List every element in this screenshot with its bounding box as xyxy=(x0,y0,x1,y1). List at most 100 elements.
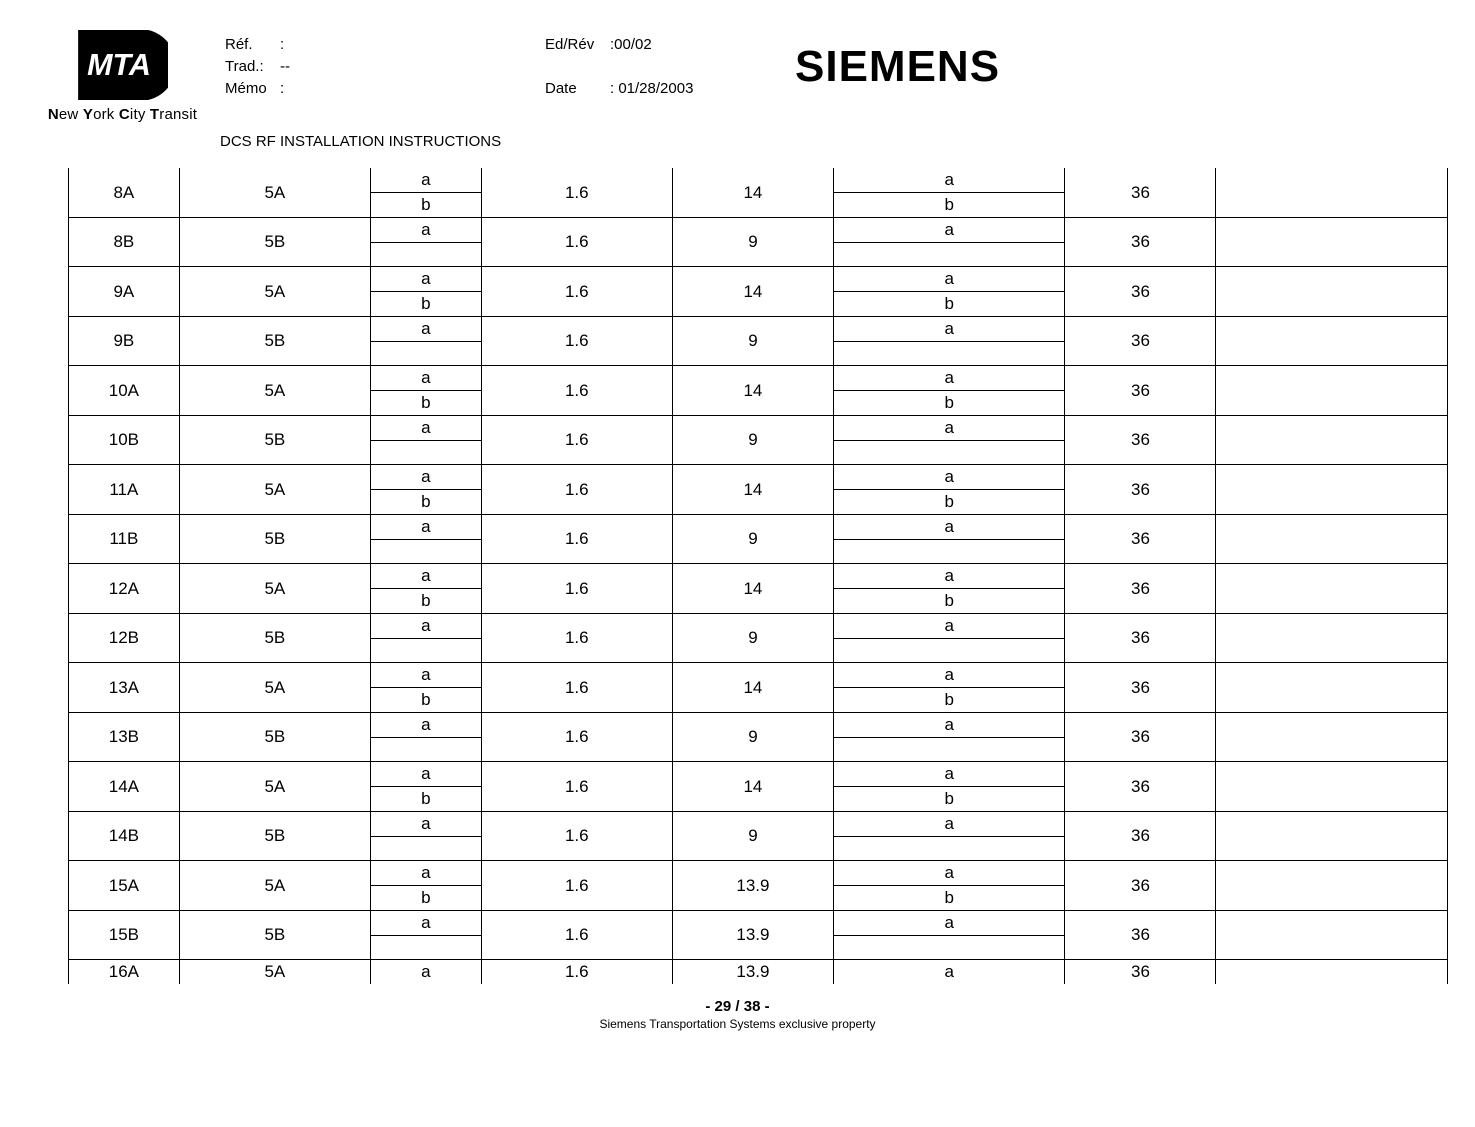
table-cell xyxy=(833,243,1065,267)
table-cell: a xyxy=(370,416,481,441)
page-number: - 29 / 38 - xyxy=(40,998,1435,1015)
table-cell: 14 xyxy=(672,168,833,218)
table-cell: a xyxy=(370,465,481,490)
table-cell: 13B xyxy=(69,713,180,762)
table-cell: 5A xyxy=(179,267,370,317)
table-cell: 9 xyxy=(672,317,833,366)
table-cell: 8B xyxy=(69,218,180,267)
table-cell: 14 xyxy=(672,366,833,416)
table-cell: 12B xyxy=(69,614,180,663)
table-cell: 9 xyxy=(672,812,833,861)
table-cell: 14B xyxy=(69,812,180,861)
table-cell xyxy=(1216,812,1448,861)
mta-t: T xyxy=(150,106,159,123)
table-cell: 36 xyxy=(1065,564,1216,614)
table-cell: b xyxy=(833,589,1065,614)
siemens-logo: SIEMENS xyxy=(795,30,1000,92)
data-table-wrap: 8A5Aa1.614a36bb8B5Ba1.69a369A5Aa1.614a36… xyxy=(68,168,1435,984)
table-cell: 1.6 xyxy=(481,168,672,218)
table-cell: 1.6 xyxy=(481,614,672,663)
table-cell: a xyxy=(370,812,481,837)
table-cell: 5A xyxy=(179,960,370,985)
table-cell: 5B xyxy=(179,713,370,762)
table-cell: a xyxy=(833,911,1065,936)
table-cell: 36 xyxy=(1065,416,1216,465)
table-cell: 36 xyxy=(1065,861,1216,911)
table-cell: 11B xyxy=(69,515,180,564)
table-cell: a xyxy=(370,168,481,193)
table-cell: 5B xyxy=(179,614,370,663)
table-cell: a xyxy=(370,911,481,936)
table-cell xyxy=(370,837,481,861)
table-cell: a xyxy=(833,861,1065,886)
table-cell: 1.6 xyxy=(481,960,672,985)
table-cell xyxy=(1216,614,1448,663)
table-cell: 36 xyxy=(1065,465,1216,515)
table-cell: 5A xyxy=(179,762,370,812)
meta-col-right: Ed/Rév:00/02 Date: 01/28/2003 xyxy=(545,30,775,100)
table-cell: b xyxy=(833,787,1065,812)
table-cell: a xyxy=(370,960,481,985)
table-cell: a xyxy=(370,366,481,391)
table-cell: a xyxy=(370,218,481,243)
table-cell: b xyxy=(370,886,481,911)
trad-val: -- xyxy=(280,56,290,78)
table-cell: b xyxy=(370,490,481,515)
table-cell xyxy=(1216,960,1448,985)
copyright: Siemens Transportation Systems exclusive… xyxy=(40,1017,1435,1031)
svg-text:MTA: MTA xyxy=(87,48,151,82)
table-cell: 5A xyxy=(179,168,370,218)
table-cell: 14 xyxy=(672,267,833,317)
table-cell: b xyxy=(370,292,481,317)
table-cell: 36 xyxy=(1065,812,1216,861)
table-cell: b xyxy=(370,589,481,614)
ref-sep: : xyxy=(280,34,284,56)
table-cell: 5B xyxy=(179,218,370,267)
trad-label: Trad.: xyxy=(225,56,280,78)
page-header: MTA New York City Transit Réf.: Trad.:--… xyxy=(40,30,1435,123)
table-cell: 12A xyxy=(69,564,180,614)
table-cell: b xyxy=(833,688,1065,713)
table-cell: 13A xyxy=(69,663,180,713)
table-cell: 8A xyxy=(69,168,180,218)
table-cell: 5B xyxy=(179,416,370,465)
table-cell: 1.6 xyxy=(481,861,672,911)
table-cell xyxy=(370,441,481,465)
table-cell: 5B xyxy=(179,317,370,366)
table-cell xyxy=(1216,317,1448,366)
table-cell: 10B xyxy=(69,416,180,465)
date-label: Date xyxy=(545,78,610,100)
table-cell: 36 xyxy=(1065,218,1216,267)
table-cell: a xyxy=(833,564,1065,589)
table-cell: 13.9 xyxy=(672,861,833,911)
table-cell: 36 xyxy=(1065,960,1216,985)
table-cell: 11A xyxy=(69,465,180,515)
table-cell: a xyxy=(833,267,1065,292)
mta-ity: ity xyxy=(130,106,150,123)
ref-label: Réf. xyxy=(225,34,280,56)
table-cell: 9 xyxy=(672,515,833,564)
table-cell: a xyxy=(370,861,481,886)
table-cell: 36 xyxy=(1065,317,1216,366)
table-cell: a xyxy=(370,267,481,292)
table-cell xyxy=(833,837,1065,861)
table-cell: 36 xyxy=(1065,614,1216,663)
table-cell: b xyxy=(833,886,1065,911)
table-cell: b xyxy=(370,688,481,713)
table-cell: 5A xyxy=(179,663,370,713)
table-cell: 1.6 xyxy=(481,564,672,614)
table-cell: a xyxy=(370,614,481,639)
table-cell: a xyxy=(833,762,1065,787)
table-cell: 5A xyxy=(179,564,370,614)
table-cell xyxy=(370,936,481,960)
table-cell: 5A xyxy=(179,465,370,515)
table-cell: 1.6 xyxy=(481,317,672,366)
table-cell: 36 xyxy=(1065,713,1216,762)
table-cell: 13.9 xyxy=(672,911,833,960)
mta-logo-block: MTA New York City Transit xyxy=(40,30,205,123)
table-cell xyxy=(833,540,1065,564)
table-cell: 1.6 xyxy=(481,366,672,416)
table-cell: 13.9 xyxy=(672,960,833,985)
table-cell: a xyxy=(833,812,1065,837)
table-cell: 10A xyxy=(69,366,180,416)
